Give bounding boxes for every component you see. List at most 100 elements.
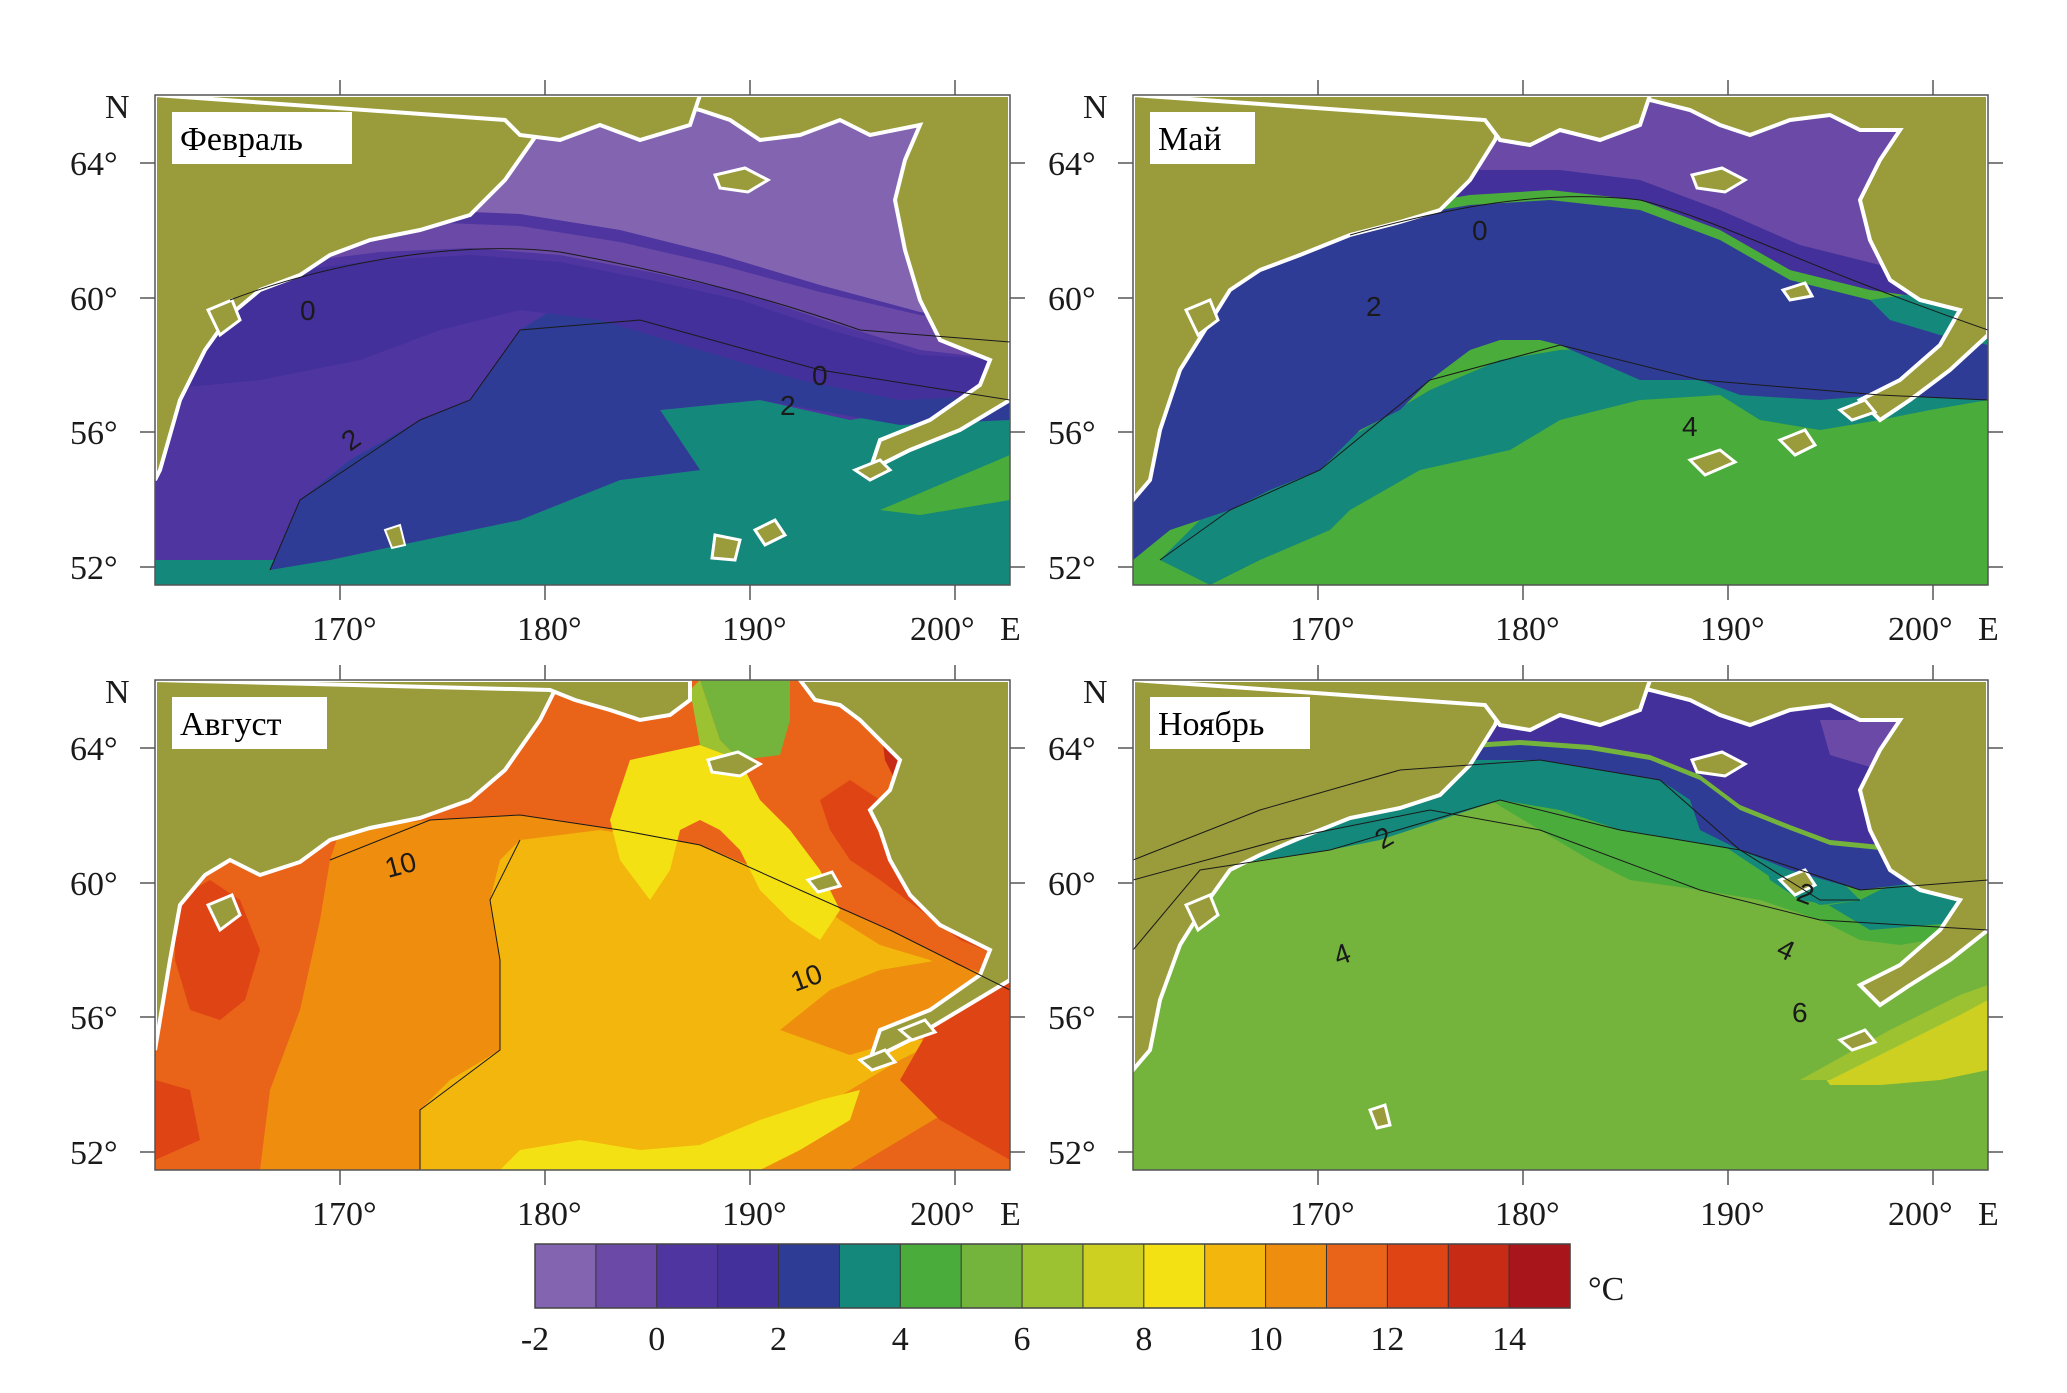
colorbar-tick-label: 4 bbox=[892, 1321, 909, 1358]
contour-label: 2 bbox=[1366, 291, 1382, 322]
panel-title-box bbox=[1150, 112, 1255, 164]
lat-tick-label: 52° bbox=[70, 550, 118, 587]
lon-tick-label: 200° bbox=[910, 611, 975, 648]
lon-tick-label: 200° bbox=[1888, 611, 1953, 648]
lon-tick-label: 170° bbox=[1290, 611, 1355, 648]
temperature-zone bbox=[780, 960, 1010, 1070]
lat-tick-label: 52° bbox=[1048, 1135, 1096, 1172]
panel-title: Август bbox=[180, 706, 282, 743]
lat-tick-label: 60° bbox=[1048, 281, 1096, 318]
contour-line bbox=[1133, 759, 1988, 891]
colorbar-swatch bbox=[778, 1244, 841, 1308]
contour-line bbox=[229, 248, 1010, 343]
island bbox=[857, 1048, 898, 1072]
colorbar-tick-label: 14 bbox=[1492, 1321, 1526, 1358]
temperature-zone bbox=[610, 745, 840, 940]
colorbar-ticks: -2 0 2 4 6 8 10 12 14 bbox=[521, 1321, 1526, 1358]
lat-tick-label: 52° bbox=[70, 1135, 118, 1172]
colorbar-swatch bbox=[595, 1244, 658, 1308]
island bbox=[1183, 298, 1220, 338]
lon-tick-label: 190° bbox=[722, 1196, 787, 1233]
island bbox=[1183, 893, 1220, 933]
lon-tick-label: 180° bbox=[1495, 611, 1560, 648]
colorbar-tick-label: 2 bbox=[770, 1321, 787, 1358]
island bbox=[712, 166, 772, 194]
colorbar-swatch bbox=[1204, 1244, 1267, 1308]
panel-frame bbox=[1132, 679, 1989, 1171]
colorbar-swatch bbox=[900, 1244, 962, 1308]
island bbox=[205, 893, 242, 933]
lat-tick-label: 52° bbox=[1048, 550, 1096, 587]
colorbar-swatch bbox=[1387, 1244, 1449, 1308]
panel-frame bbox=[154, 679, 1011, 1171]
panel-title: Февраль bbox=[180, 121, 303, 158]
lat-tick-label: 56° bbox=[1048, 415, 1096, 452]
axis-labels-feb: N 64° 60° 56° 52° 170° 180° 190° 200° E bbox=[70, 89, 1021, 648]
island bbox=[1837, 398, 1878, 422]
island bbox=[710, 533, 742, 562]
land-chukotka bbox=[1133, 680, 1653, 733]
lon-tick-label: 190° bbox=[1700, 611, 1765, 648]
contour-label: 6 bbox=[1792, 997, 1808, 1028]
colorbar-swatch bbox=[1082, 1244, 1145, 1308]
temperature-zone bbox=[155, 1080, 200, 1160]
land-alaska bbox=[797, 680, 1010, 1064]
contour-label: 0 bbox=[300, 295, 316, 326]
lat-tick-label: 56° bbox=[1048, 1000, 1096, 1037]
lon-tick-label: 200° bbox=[910, 1196, 975, 1233]
colorbar-swatch bbox=[656, 1244, 719, 1308]
panel-title-box bbox=[172, 112, 352, 164]
island bbox=[1689, 750, 1749, 778]
island bbox=[1837, 1028, 1878, 1052]
east-label: E bbox=[1978, 1196, 1999, 1233]
axis-labels-aug: N 64° 60° 56° 52° 170° 180° 190° 200° E bbox=[70, 674, 1021, 1233]
island bbox=[205, 298, 242, 338]
lat-tick-label: 64° bbox=[70, 731, 118, 768]
panel-title: Ноябрь bbox=[1158, 706, 1264, 743]
colorbar-swatch bbox=[1509, 1244, 1571, 1308]
island bbox=[1689, 166, 1749, 194]
east-label: E bbox=[1000, 611, 1021, 648]
lat-tick-label: 60° bbox=[70, 866, 118, 903]
lat-tick-label: 56° bbox=[70, 415, 118, 452]
contour-line bbox=[269, 319, 1010, 571]
panel-title-box bbox=[172, 697, 327, 749]
contour-label: 2 bbox=[780, 390, 796, 421]
lat-tick-label: 64° bbox=[1048, 731, 1096, 768]
contour-label: 4 bbox=[1682, 411, 1698, 442]
lat-tick-label: 56° bbox=[70, 1000, 118, 1037]
north-label: N bbox=[1083, 89, 1108, 126]
temperature-zone bbox=[880, 455, 1010, 515]
lat-tick-label: 64° bbox=[70, 146, 118, 183]
contour-label: 0 bbox=[812, 360, 828, 391]
island bbox=[1777, 428, 1818, 457]
panel-february: 0 2 0 2 Февраль bbox=[154, 94, 1011, 586]
land-chukotka bbox=[1133, 95, 1653, 148]
colorbar-tick-label: 0 bbox=[648, 1321, 665, 1358]
island bbox=[805, 870, 843, 894]
land-chukotka bbox=[155, 680, 692, 723]
colorbar-swatch bbox=[1143, 1244, 1206, 1308]
colorbar-swatch bbox=[1448, 1244, 1510, 1308]
contour-line bbox=[419, 839, 521, 1170]
north-label: N bbox=[1083, 674, 1108, 711]
temperature-zone bbox=[690, 680, 740, 760]
colorbar-swatches bbox=[535, 1244, 1571, 1308]
island bbox=[897, 1018, 938, 1042]
island bbox=[383, 523, 407, 550]
colorbar-unit: °C bbox=[1588, 1271, 1624, 1308]
temperature-zone bbox=[155, 222, 1010, 360]
panel-november: 2 2 4 4 6 Ноябрь bbox=[1132, 679, 1989, 1171]
contour-label: 0 bbox=[1472, 215, 1488, 246]
temperature-zone bbox=[500, 1090, 860, 1170]
panel-may: 0 2 4 Май bbox=[1132, 94, 1989, 586]
panel-august: 10 10 Август bbox=[154, 679, 1011, 1171]
colorbar-swatch bbox=[717, 1244, 780, 1308]
contour-line bbox=[1349, 196, 1988, 331]
contour-line bbox=[1159, 344, 1988, 561]
land-chukotka bbox=[155, 95, 703, 143]
temperature-zone bbox=[1800, 985, 1988, 1080]
temperature-zone bbox=[155, 395, 1010, 585]
lat-tick-label: 60° bbox=[1048, 866, 1096, 903]
